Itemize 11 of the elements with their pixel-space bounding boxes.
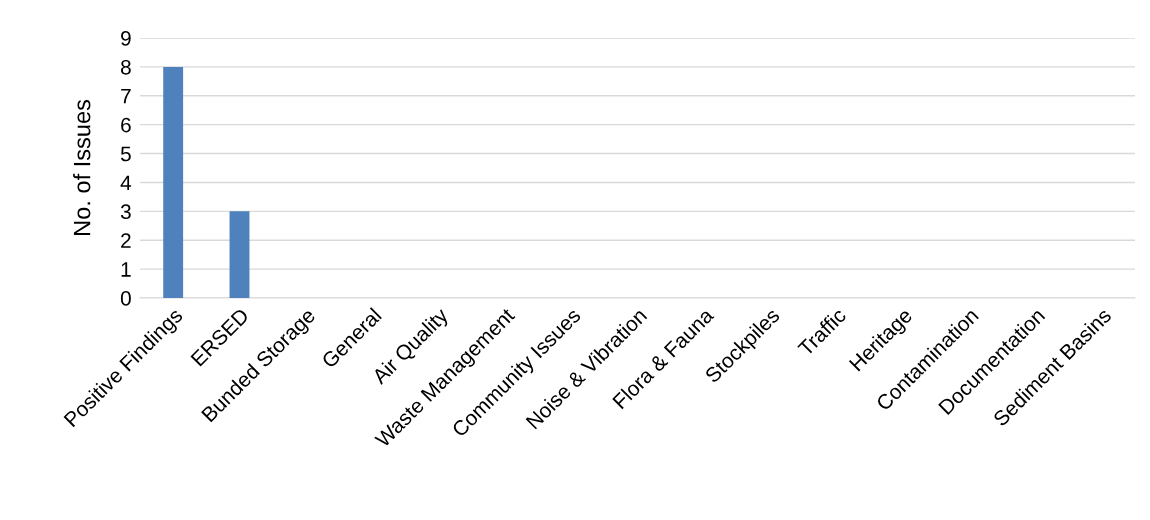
y-tick-label: 9: [121, 31, 131, 46]
y-tick-label: 6: [121, 117, 131, 133]
y-tick-label: 4: [120, 175, 132, 190]
y-tick-label: 1: [121, 262, 131, 277]
y-tick-label: 0: [120, 291, 131, 306]
y-tick-label: 5: [120, 146, 131, 162]
y-tick-label: 7: [121, 88, 131, 104]
y-tick-label: 8: [120, 59, 131, 75]
y-tick-label: 3: [120, 204, 131, 220]
y-tick-label: 2: [121, 233, 131, 248]
y-axis-title: No. of Issues: [73, 99, 91, 235]
